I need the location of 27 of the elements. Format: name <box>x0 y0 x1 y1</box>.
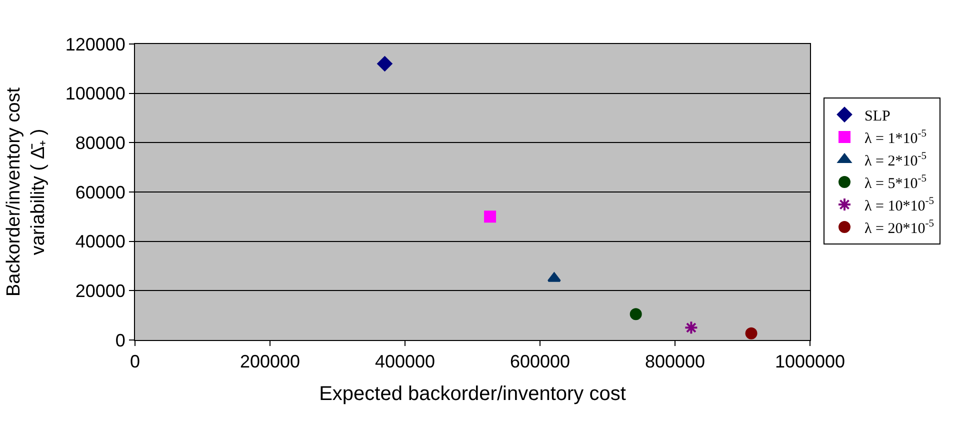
y-tick-label: 40000 <box>75 232 126 252</box>
point <box>547 272 561 282</box>
legend-label: λ = 2*10$^{-5}$ <box>864 151 926 170</box>
y-tick-label: 100000 <box>65 84 126 104</box>
y-tick-label: 20000 <box>75 280 126 301</box>
y-tick-label: 120000 <box>65 34 126 54</box>
y-tick-label: 80000 <box>75 132 126 153</box>
point <box>630 308 642 320</box>
x-tick-label: 400000 <box>374 352 436 372</box>
legend-label: SLP <box>864 108 890 124</box>
y-axis-title: Backorder/inventory cost variability ( Δ̄₊ ) <box>3 86 50 297</box>
point <box>377 56 392 72</box>
x-tick-label: 600000 <box>510 352 570 372</box>
x-tick-label: 1000000 <box>774 352 846 372</box>
legend-label: λ = 20*10$^{-5}$ <box>864 218 934 237</box>
legend-label: λ = 1*10$^{-5}$ <box>864 128 926 147</box>
x-tick-label: 0 <box>130 352 140 372</box>
point <box>684 320 698 335</box>
legend-label: λ = 10*10$^{-5}$ <box>864 196 934 214</box>
x-tick-label: 200000 <box>240 352 300 372</box>
point <box>484 210 496 223</box>
y-tick-label: 60000 <box>75 182 126 202</box>
y-tick-label: 0 <box>115 330 126 350</box>
point <box>745 327 758 340</box>
x-axis-title: Expected backorder/inventory cost <box>319 383 626 406</box>
legend-label: λ = 5*10$^{-5}$ <box>864 174 926 192</box>
x-tick-label: 800000 <box>644 352 706 372</box>
